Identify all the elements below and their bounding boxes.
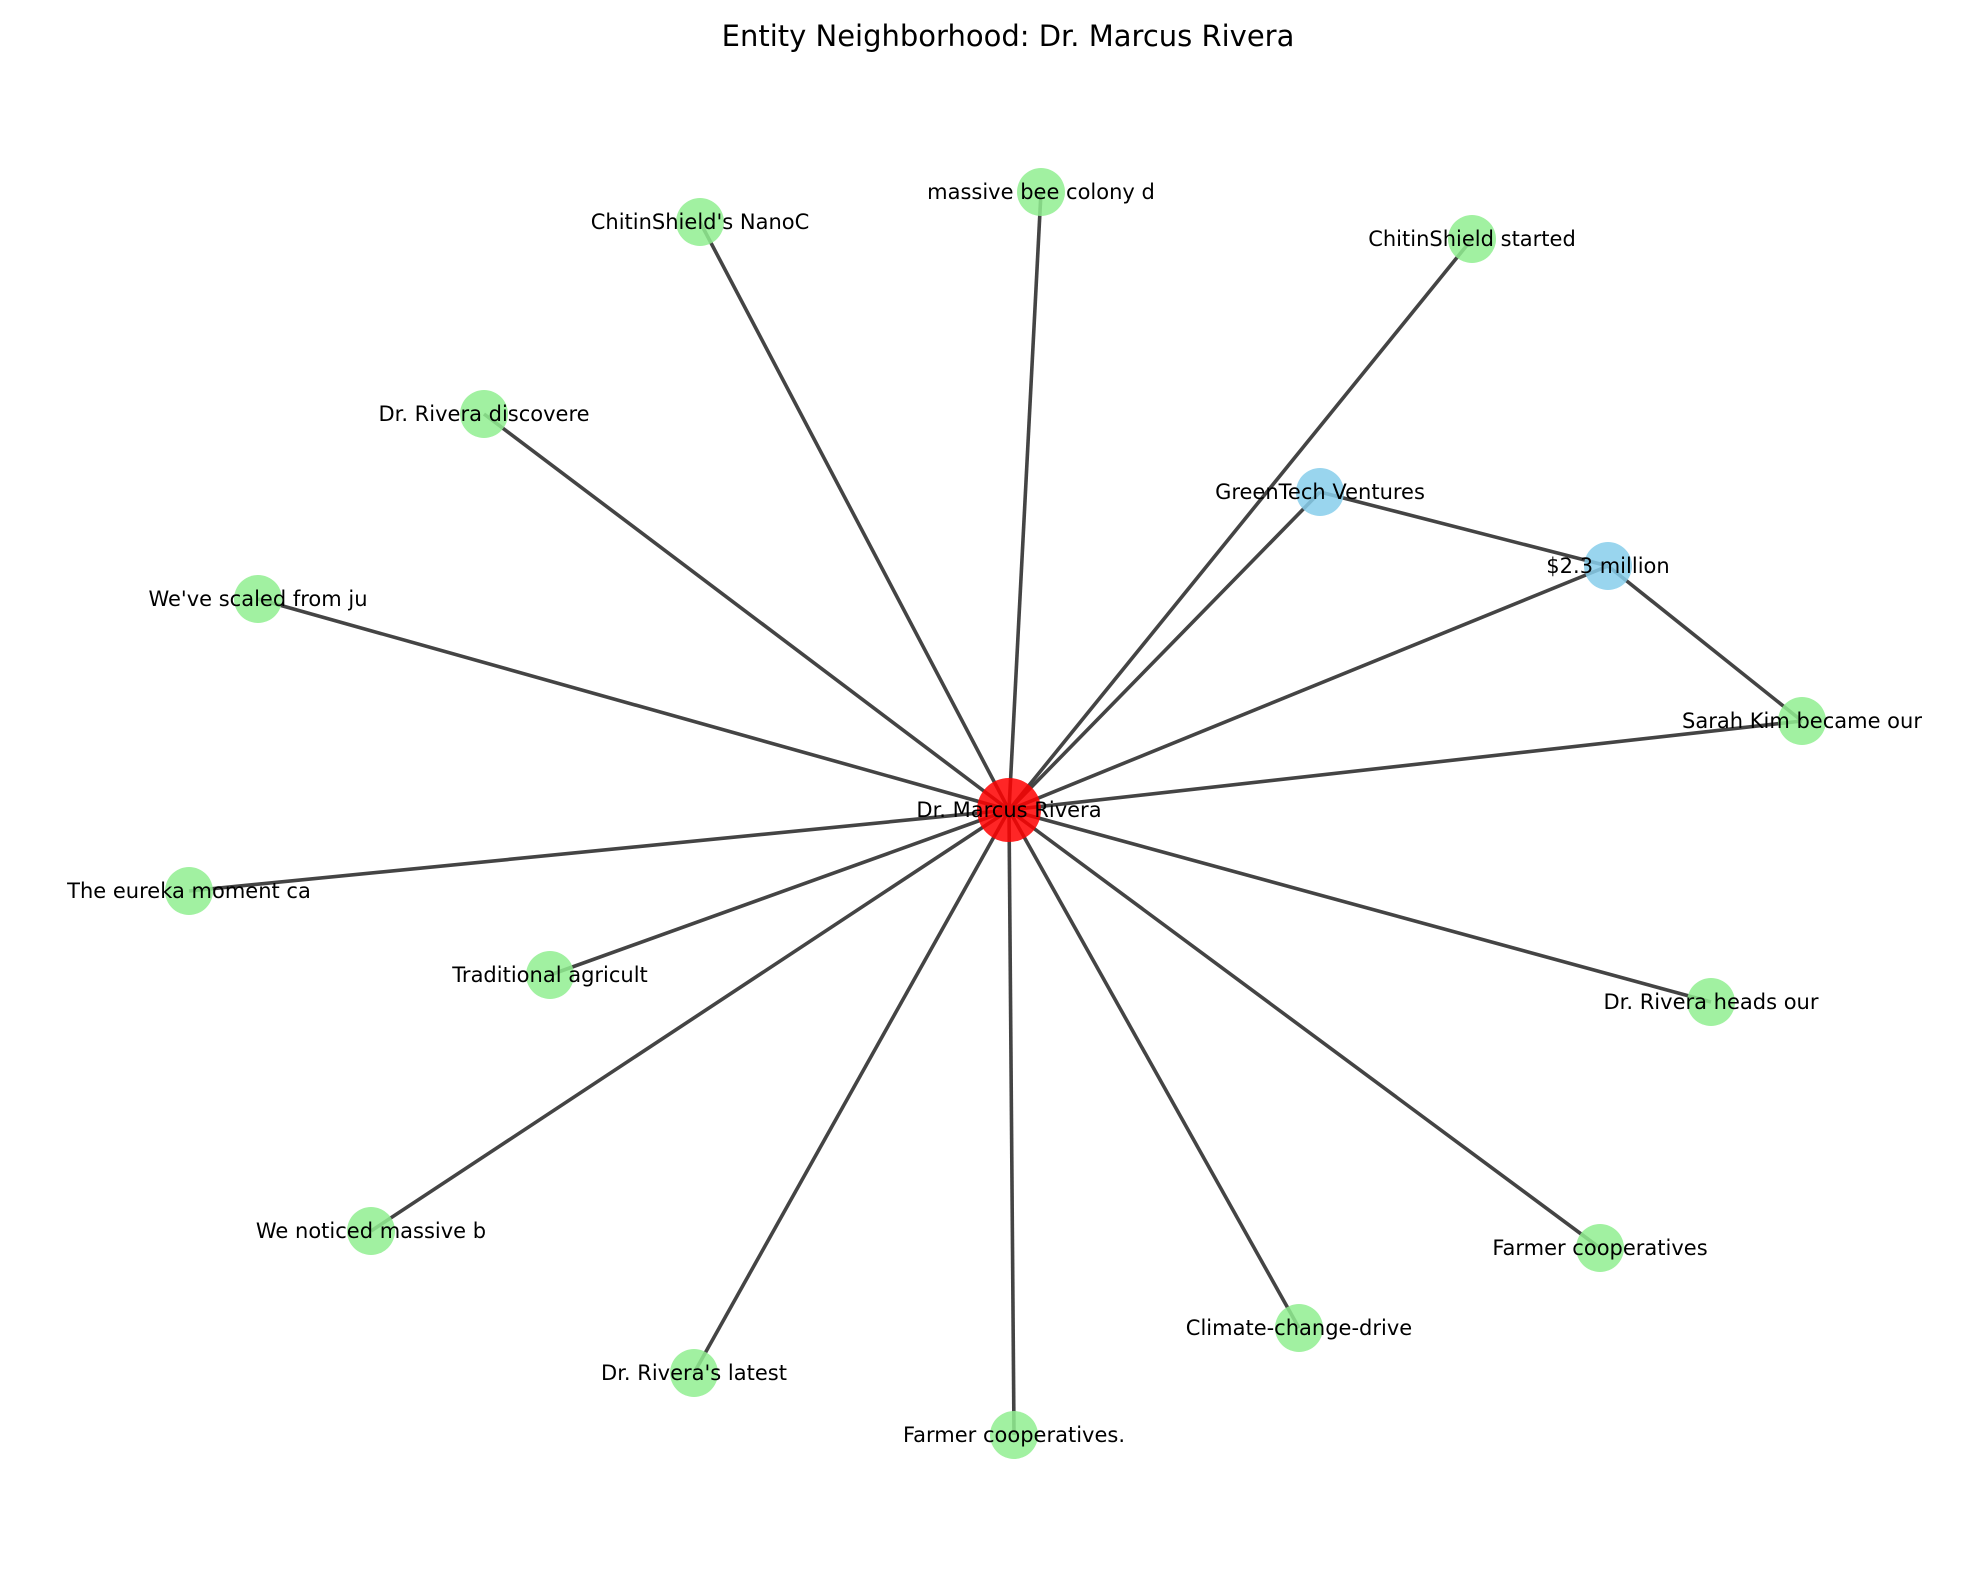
- edge-center-money: [1008, 564, 1609, 812]
- edge-center-farmer_coop: [1007, 808, 1602, 1250]
- labels-layer: Dr. Marcus Rivera massive bee colony d Chi…: [66, 180, 1922, 1447]
- node-label-traditional: Traditional agricult: [451, 963, 648, 987]
- edge-center-chitin_started: [1007, 237, 1474, 812]
- node-label-massive_bee: massive bee colony d: [927, 180, 1155, 204]
- edge-center-eureka: [188, 808, 1010, 893]
- node-chitin_nano[interactable]: [676, 198, 724, 246]
- node-farmer_coop[interactable]: [1576, 1224, 1624, 1272]
- node-scaled[interactable]: [234, 575, 282, 623]
- node-label-scaled: We've scaled from ju: [148, 587, 367, 611]
- node-label-chitin_nano: ChitinShield's NanoC: [591, 210, 810, 234]
- edge-center-chitin_nano: [698, 221, 1011, 811]
- node-label-center: Dr. Marcus Rivera: [916, 798, 1101, 822]
- node-massive_bee[interactable]: [1017, 168, 1065, 216]
- node-label-heads: Dr. Rivera heads our: [1603, 990, 1818, 1014]
- edge-center-farmer_coop_dot: [1007, 809, 1016, 1436]
- node-label-climate: Climate-change-drive: [1186, 1316, 1412, 1340]
- node-latest[interactable]: [670, 1349, 718, 1397]
- node-farmer_coop_dot[interactable]: [990, 1411, 1038, 1459]
- node-eureka[interactable]: [165, 867, 213, 915]
- edge-center-massive_bee: [1007, 191, 1043, 811]
- edge-greentech-money: [1319, 490, 1609, 568]
- node-label-eureka: The eureka moment ca: [66, 879, 311, 903]
- node-label-greentech: GreenTech Ventures: [1215, 480, 1425, 504]
- graph-title: Entity Neighborhood: Dr. Marcus Rivera: [722, 19, 1295, 53]
- node-center[interactable]: [977, 778, 1041, 842]
- node-sarah_kim[interactable]: [1778, 697, 1826, 745]
- node-label-sarah_kim: Sarah Kim became our: [1682, 709, 1922, 733]
- edge-center-sarah_kim: [1008, 719, 1803, 812]
- edge-center-latest: [692, 809, 1011, 1374]
- edge-center-noticed: [370, 808, 1010, 1233]
- edge-center-scaled: [257, 597, 1010, 812]
- edge-center-heads: [1008, 808, 1712, 1004]
- node-label-latest: Dr. Rivera's latest: [601, 1361, 787, 1385]
- node-label-farmer_coop_dot: Farmer cooperatives.: [903, 1423, 1125, 1447]
- edge-center-rivera_discovered: [482, 412, 1011, 812]
- node-label-noticed: We noticed massive b: [256, 1219, 486, 1243]
- node-label-rivera_discovered: Dr. Rivera discovere: [378, 402, 589, 426]
- node-chitin_started[interactable]: [1448, 215, 1496, 263]
- node-money[interactable]: [1584, 542, 1632, 590]
- nodes-layer: [165, 168, 1826, 1459]
- node-climate[interactable]: [1275, 1304, 1323, 1352]
- node-traditional[interactable]: [526, 951, 574, 999]
- node-heads[interactable]: [1687, 978, 1735, 1026]
- node-greentech[interactable]: [1296, 468, 1344, 516]
- edge-center-climate: [1007, 809, 1301, 1329]
- node-label-chitin_started: ChitinShield started: [1368, 227, 1576, 251]
- edge-money-sarah_kim: [1606, 564, 1804, 723]
- node-noticed[interactable]: [347, 1207, 395, 1255]
- node-rivera_discovered[interactable]: [460, 390, 508, 438]
- edge-center-greentech: [1007, 490, 1322, 812]
- node-label-farmer_coop: Farmer cooperatives: [1492, 1236, 1707, 1260]
- edges-layer: [188, 191, 1804, 1436]
- edge-center-traditional: [549, 808, 1010, 977]
- node-label-money: $2.3 million: [1546, 554, 1669, 578]
